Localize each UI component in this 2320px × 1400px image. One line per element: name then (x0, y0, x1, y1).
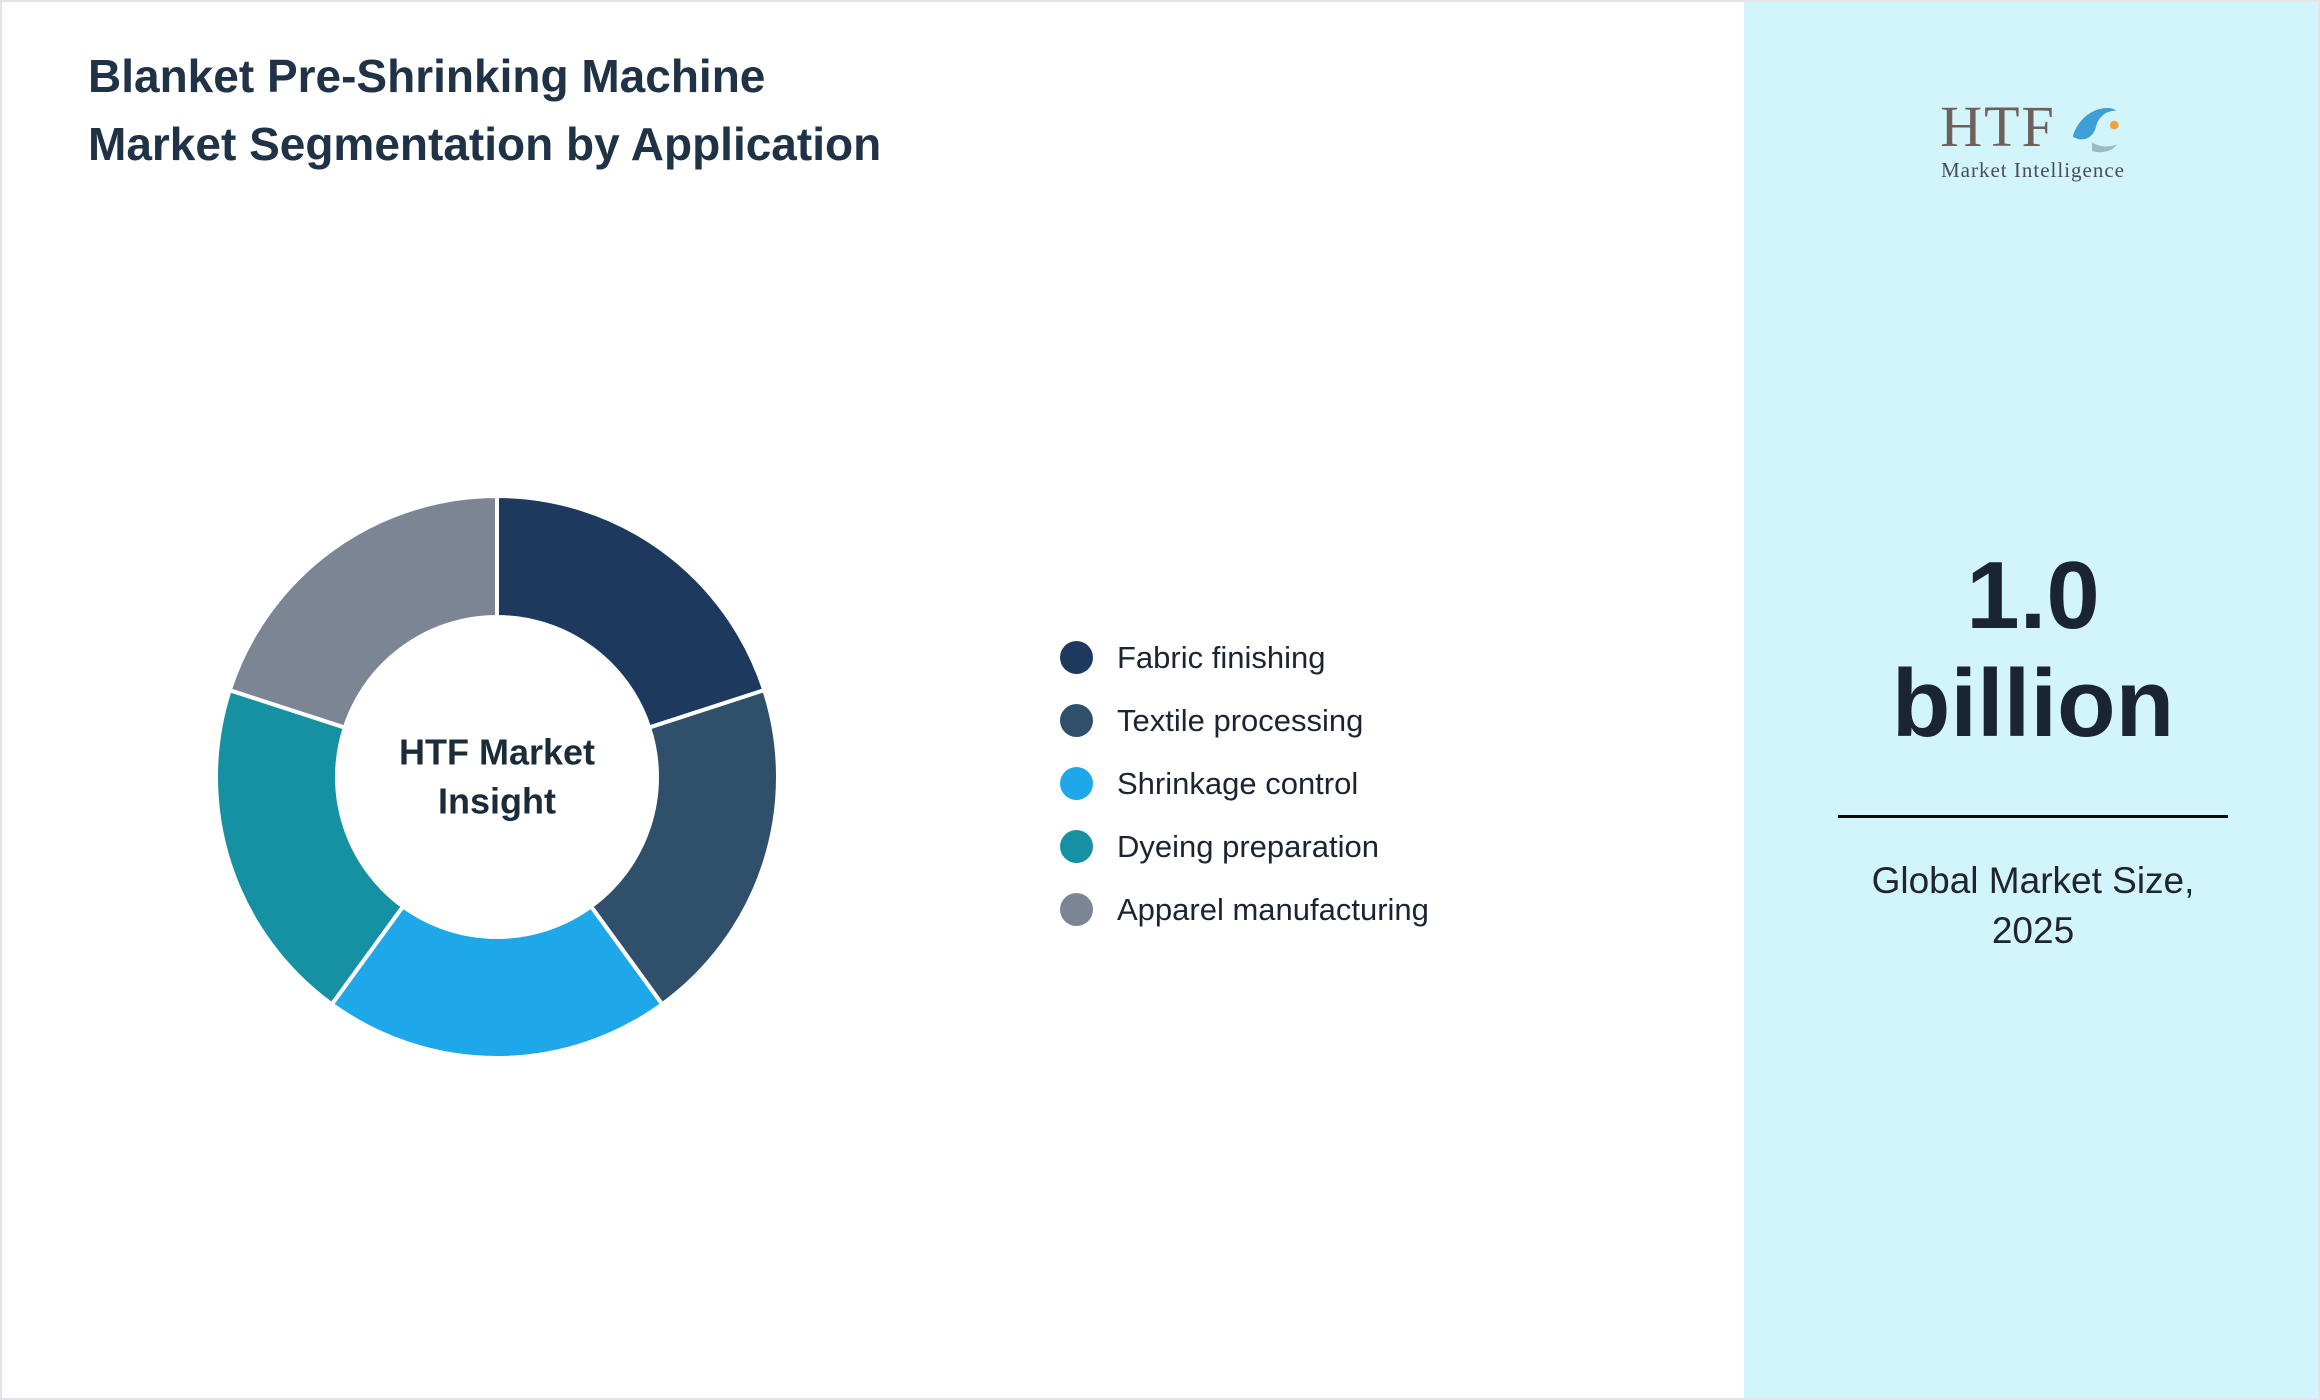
legend-item-2: Textile processing (1060, 689, 1429, 752)
legend-item-1: Fabric finishing (1060, 626, 1429, 689)
donut-svg (214, 493, 780, 1060)
donut-slice-2 (588, 687, 780, 1008)
legend-color-dot (1060, 767, 1093, 800)
legend-color-dot (1060, 704, 1093, 737)
market-size-block: 1.0 billion Global Market Size, 2025 (1744, 542, 2318, 956)
legend-label: Textile processing (1117, 702, 1364, 738)
legend-label: Shrinkage control (1117, 765, 1359, 801)
donut-slice-1 (495, 493, 767, 731)
dolphin-icon (2072, 107, 2119, 153)
chart-legend: Fabric finishing Textile processing Shrink… (1060, 626, 1429, 941)
logo-text: HTF (1940, 94, 2056, 159)
legend-item-3: Shrinkage control (1060, 752, 1429, 815)
side-panel: HTF Market Intelligence 1.0 billion Glob… (1744, 2, 2318, 1398)
donut-chart: HTF Market Insight (212, 492, 782, 1062)
logo-subtext: Market Intelligence (1940, 158, 2125, 182)
donut-slice-3 (329, 903, 665, 1060)
market-size-value: 1.0 billion (1891, 542, 2175, 757)
legend-label: Apparel manufacturing (1117, 891, 1429, 927)
legend-item-4: Dyeing preparation (1060, 815, 1429, 878)
legend-label: Fabric finishing (1117, 639, 1326, 675)
legend-color-dot (1060, 893, 1093, 926)
donut-slice-5 (227, 493, 499, 731)
legend-color-dot (1060, 641, 1093, 674)
legend-item-5: Apparel manufacturing (1060, 878, 1429, 941)
legend-label: Dyeing preparation (1117, 828, 1379, 864)
brand-logo: HTF Market Intelligence (1744, 94, 2318, 183)
legend-color-dot (1060, 830, 1093, 863)
donut-slice-4 (214, 687, 406, 1008)
market-size-label: Global Market Size, 2025 (1871, 860, 2195, 951)
page-title: Blanket Pre-Shrinking Machine Market Seg… (88, 50, 882, 171)
divider-line (1838, 815, 2228, 819)
donut-center-label: HTF Market Insight (398, 731, 596, 821)
